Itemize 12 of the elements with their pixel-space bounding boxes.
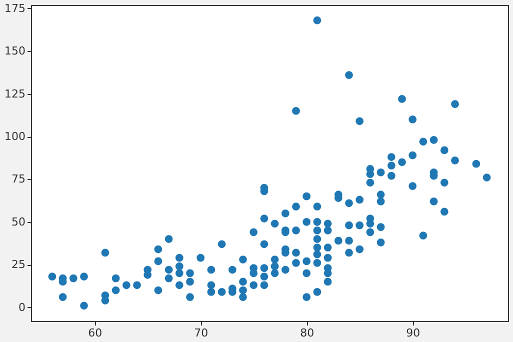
x-tick-label: 90 [406, 326, 420, 340]
x-tick-label: 70 [194, 326, 208, 340]
y-tick-label: 25 [12, 258, 26, 272]
y-tick-label: 75 [12, 172, 26, 186]
y-tick-label: 0 [18, 300, 26, 314]
x-tick-label: 80 [300, 326, 314, 340]
y-tick-label: 100 [4, 130, 26, 144]
y-tick-label: 125 [4, 87, 26, 100]
y-tick-label: 175 [4, 2, 26, 15]
y-tick-label: 150 [4, 44, 26, 58]
x-tick-label: 60 [88, 326, 102, 340]
y-tick-label: 50 [12, 215, 26, 228]
